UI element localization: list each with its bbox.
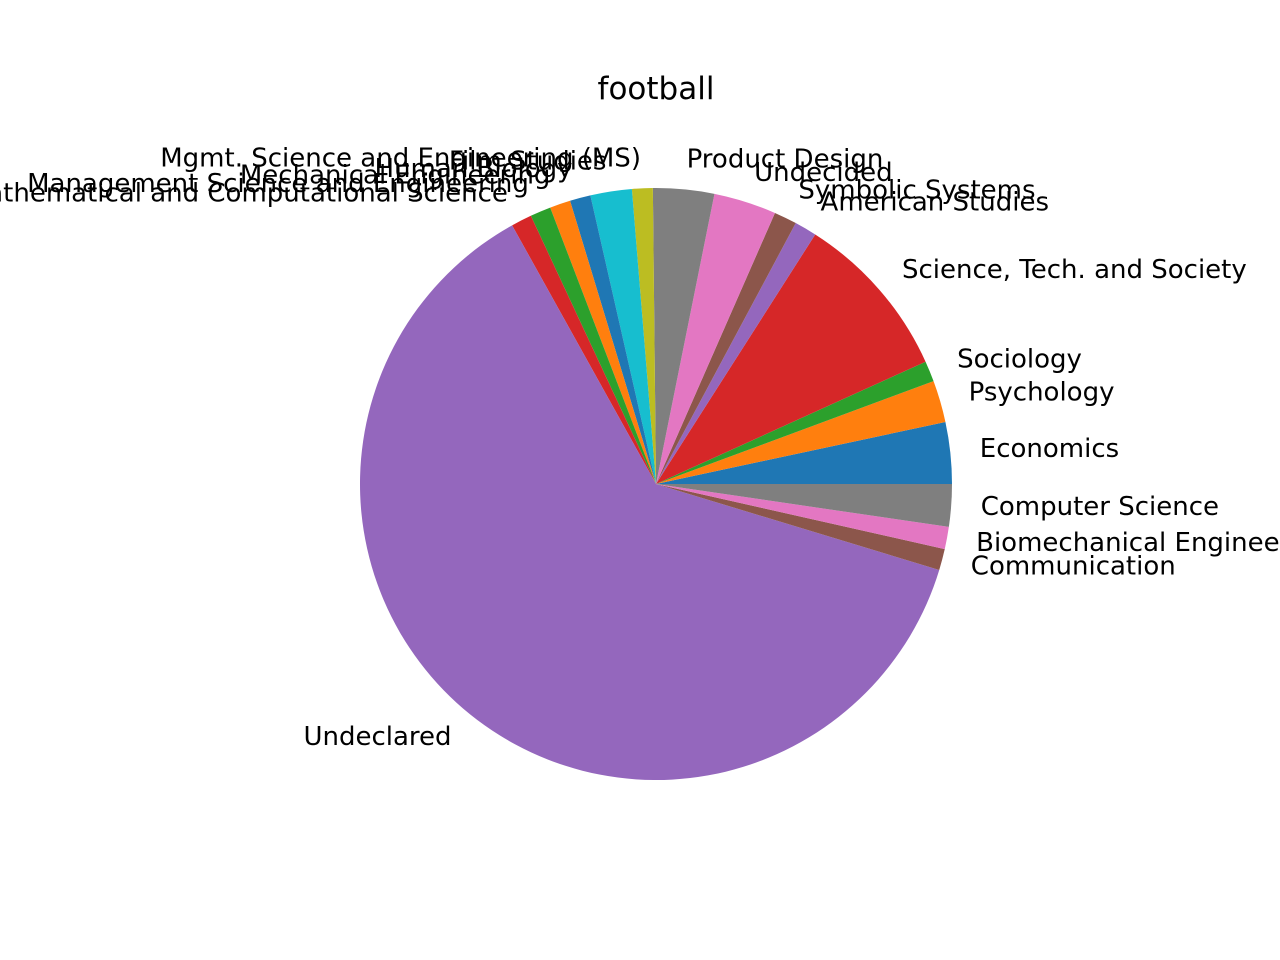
pie-label-symbolic-systems: Symbolic Systems xyxy=(798,176,1035,206)
pie-slice-mathematical-and-computational-science xyxy=(512,215,656,484)
pie-label-mathematical-and-computational-science: Mathematical and Computational Science xyxy=(0,179,508,209)
pie-label-undecided: Undecided xyxy=(754,158,893,188)
pie-slice-mgmt-science-and-engineering-ms xyxy=(631,188,656,484)
pie-label-product-design: Product Design xyxy=(687,144,884,174)
pie-slice-product-design xyxy=(652,188,715,485)
pie-slice-undecided xyxy=(656,193,775,484)
pie-label-biomechanical-engineering: Biomechanical Engineering xyxy=(976,528,1280,558)
pie-label-communication: Communication xyxy=(971,552,1176,582)
pie-slice-sociology xyxy=(656,361,934,484)
pie-slice-symbolic-systems xyxy=(656,212,796,484)
pie-label-psychology: Psychology xyxy=(969,378,1115,408)
pie-label-undeclared: Undeclared xyxy=(303,722,451,752)
pie-label-sociology: Sociology xyxy=(957,345,1082,375)
pie-slices xyxy=(359,188,952,781)
pie-slice-human-biology xyxy=(570,195,656,484)
pie-label-mgmt-science-and-engineering-ms: Mgmt. Science and Engineering (MS) xyxy=(160,143,641,173)
pie-slice-management-science-and-engineering xyxy=(530,207,656,484)
pie-slice-psychology xyxy=(656,381,946,484)
pie-slice-american-studies xyxy=(656,223,816,484)
pie-label-science-tech-and-society: Science, Tech. and Society xyxy=(902,255,1247,285)
pie-label-economics: Economics xyxy=(980,434,1119,464)
pie-slice-computer-science xyxy=(656,484,952,527)
pie-slice-mechanical-engineering xyxy=(550,200,656,484)
pie-label-mechanical-engineering: Mechanical Engineering xyxy=(240,160,551,190)
pie-slice-economics xyxy=(656,421,952,484)
chart-title: football xyxy=(598,71,715,107)
pie-slice-biomechanical-engineering xyxy=(656,484,949,550)
pie-label-american-studies: American Studies xyxy=(821,188,1049,218)
pie-slice-film-studies xyxy=(590,188,656,485)
pie-slice-communication xyxy=(656,484,945,570)
pie-label-management-science-and-engineering: Management Science and Engineering xyxy=(27,169,529,199)
pie-label-computer-science: Computer Science xyxy=(981,492,1219,522)
pie-label-film-studies: Film Studies xyxy=(449,147,607,177)
pie-slice-science-tech-and-society xyxy=(656,234,926,484)
pie-slice-undeclared xyxy=(359,225,940,781)
pie-label-human-biology: Human Biology xyxy=(375,154,573,184)
